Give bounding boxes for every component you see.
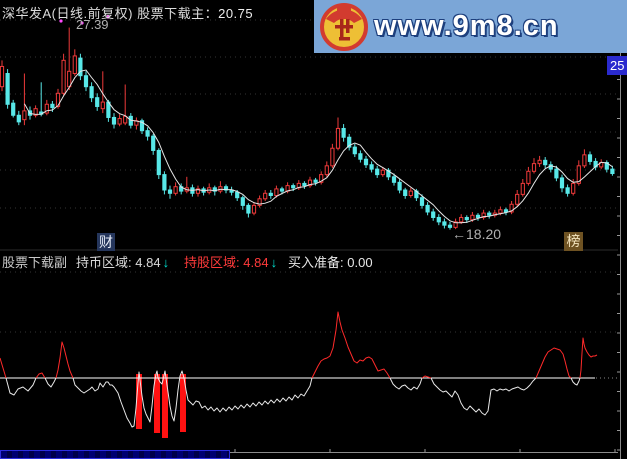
- floating-tag-right: 榜: [564, 232, 583, 251]
- series3-readout: 买入准备: 0.00: [288, 252, 373, 270]
- coin-logo-icon: [320, 2, 368, 51]
- bottom-status-glyphs: [1, 451, 229, 458]
- series2-readout: 持股区域: 4.84 ↓: [184, 252, 278, 270]
- series2-value: 4.84: [243, 255, 269, 270]
- main-indicator-label: 股票下载主：: [137, 6, 219, 21]
- series1-value: 4.84: [135, 255, 161, 270]
- bottom-status-box[interactable]: [0, 450, 230, 459]
- right-axis-price-label: 25: [607, 56, 627, 75]
- low-price-annotation: ←18.20: [452, 226, 502, 242]
- sub-pane-title: 股票下载副: [2, 255, 68, 270]
- main-indicator-value: 20.75: [218, 6, 254, 21]
- series1-readout: 持币区域: 4.84 ↓: [76, 252, 170, 270]
- series3-label: 买入准备:: [288, 255, 344, 270]
- series1-label: 持币区域:: [76, 255, 132, 270]
- symbol-title: 深华发A(日线.前复权): [2, 6, 133, 21]
- main-chart-title: 深华发A(日线.前复权) 股票下载主：20.75: [2, 3, 253, 22]
- series3-value: 0.00: [347, 255, 373, 270]
- floating-tag-left: 财: [97, 233, 115, 251]
- watermark-banner: www.9m8.cn: [314, 0, 627, 53]
- series2-label: 持股区域:: [184, 255, 240, 270]
- high-price-annotation: 27.39: [76, 17, 109, 32]
- watermark-url: www.9m8.cn: [374, 10, 559, 42]
- down-arrow-icon: ↓: [162, 255, 170, 270]
- down-arrow-icon: ↓: [270, 255, 278, 270]
